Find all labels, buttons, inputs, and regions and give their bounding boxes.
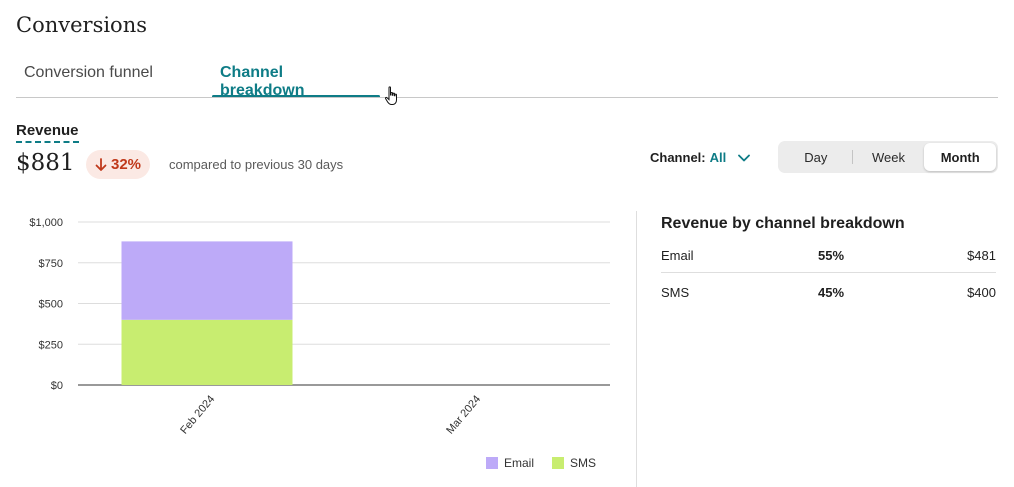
channel-filter-value: All xyxy=(709,150,727,165)
tabs-divider xyxy=(16,97,998,98)
breakdown-amount: $400 xyxy=(967,285,996,300)
change-value: 32% xyxy=(111,156,142,173)
channel-filter-dropdown[interactable]: Channel: All xyxy=(650,150,751,165)
change-badge: 32% xyxy=(86,150,151,179)
metric-label[interactable]: Revenue xyxy=(16,122,79,143)
legend-label-email: Email xyxy=(504,456,535,470)
period-day-button[interactable]: Day xyxy=(804,149,828,165)
tab-conversion-funnel[interactable]: Conversion funnel xyxy=(24,64,153,81)
period-month-button[interactable]: Month xyxy=(924,143,997,171)
legend-swatch-email xyxy=(486,457,498,469)
breakdown-row-email: Email 55% $481 xyxy=(661,237,996,273)
y-tick-label: $0 xyxy=(51,380,63,392)
metric-value: $881 xyxy=(16,150,75,176)
breakdown-channel: SMS xyxy=(661,285,690,300)
compare-text: compared to previous 30 days xyxy=(169,157,344,172)
page-title: Conversions xyxy=(16,13,148,37)
hand-pointer-icon xyxy=(384,86,397,105)
tab-label: Channel breakdown xyxy=(220,64,305,99)
legend-swatch-sms xyxy=(552,457,565,469)
channel-filter-label: Channel: xyxy=(650,150,706,165)
breakdown-percent: 45% xyxy=(817,285,845,300)
legend-label-sms: SMS xyxy=(570,456,597,470)
y-tick-label: $250 xyxy=(39,339,63,351)
breakdown-row-sms: SMS 45% $400 xyxy=(661,274,996,310)
breakdown-title: Revenue by channel breakdown xyxy=(661,215,905,232)
x-tick-label: Feb 2024 xyxy=(178,393,217,436)
breakdown-channel: Email xyxy=(661,248,694,263)
arrow-down-icon xyxy=(95,157,107,171)
y-tick-label: $1,000 xyxy=(29,217,63,229)
y-tick-label: $750 xyxy=(39,258,63,270)
segment-separator xyxy=(851,150,853,164)
chevron-down-icon xyxy=(738,154,751,161)
revenue-bar-chart: $0 $250 $500 $750 $1,000 Feb 2024 Mar 2024 xyxy=(29,217,610,437)
active-tab-indicator xyxy=(212,95,380,98)
section-divider xyxy=(636,211,637,487)
legend-item-email[interactable]: Email xyxy=(486,456,534,470)
period-week-button[interactable]: Week xyxy=(872,149,905,165)
row-divider xyxy=(661,272,996,273)
x-tick-label: Mar 2024 xyxy=(444,393,483,436)
chart-legend: Email SMS xyxy=(486,456,596,470)
breakdown-percent: 55% xyxy=(817,248,845,263)
breakdown-amount: $481 xyxy=(967,248,996,263)
bar-sms xyxy=(121,319,293,385)
period-toggle: Day Week Month xyxy=(778,141,998,173)
bar-email xyxy=(121,241,293,320)
legend-item-sms[interactable]: SMS xyxy=(552,456,596,470)
tab-channel-breakdown[interactable]: Channel breakdown xyxy=(212,64,380,99)
y-tick-label: $500 xyxy=(39,299,63,311)
